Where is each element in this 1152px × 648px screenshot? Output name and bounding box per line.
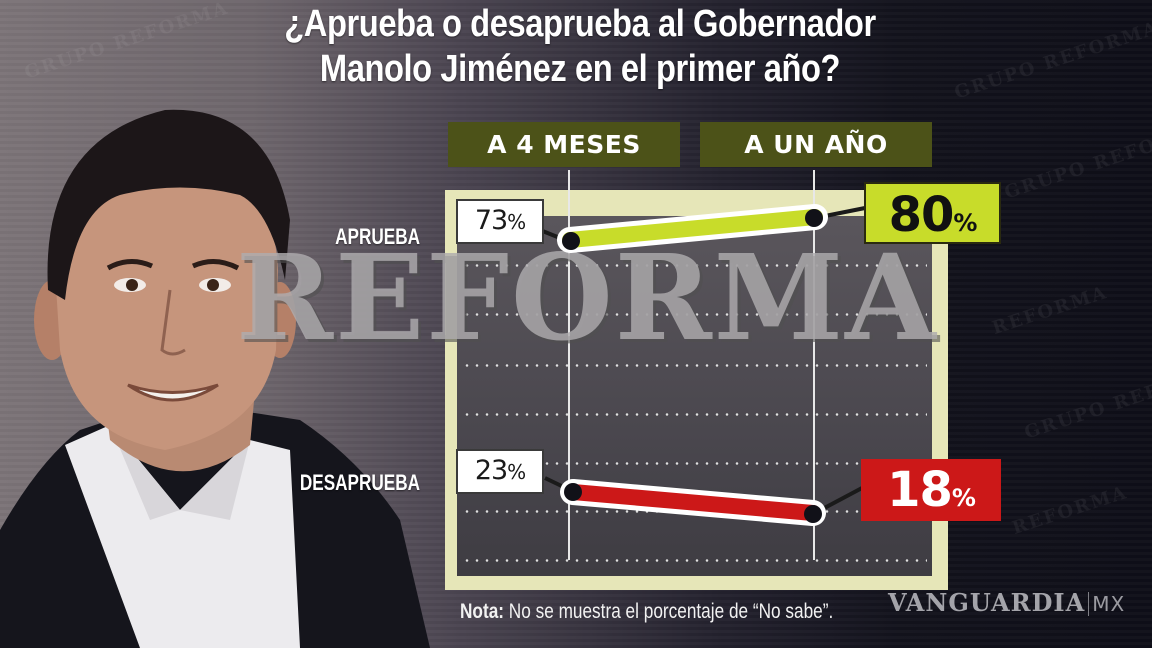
plot-area — [457, 216, 932, 576]
point-aprueba-start — [562, 232, 580, 250]
reforma-watermark: REFORMA — [236, 228, 938, 367]
title-line-2: Manolo Jiménez en el primer año? — [319, 48, 841, 90]
value-desaprueba-1-year: 18% — [861, 459, 1001, 521]
grid-line — [462, 413, 927, 416]
column-header-1-year: A UN AÑO — [700, 122, 932, 167]
footnote: Nota: No se muestra el porcentaje de “No… — [460, 600, 833, 624]
row-label-aprueba: APRUEBA — [335, 224, 420, 249]
grid-line — [462, 264, 927, 267]
grid-line — [462, 559, 927, 562]
grid-line — [462, 462, 927, 465]
vanguardia-watermark: VANGUARDIA MX — [888, 588, 1126, 617]
grid-line — [462, 313, 927, 316]
title-line-1: ¿Aprueba o desaprueba al Gobernador — [284, 3, 876, 45]
column-header-4-months: A 4 MESES — [448, 122, 680, 167]
chart-title: ¿Aprueba o desaprueba al Gobernador Mano… — [253, 2, 907, 92]
governor-portrait — [0, 109, 430, 648]
axis-line-4-months — [568, 170, 570, 560]
row-label-desaprueba: DESAPRUEBA — [299, 470, 420, 495]
value-desaprueba-4-months: 23% — [456, 449, 544, 494]
value-aprueba-1-year: 80% — [864, 182, 1001, 244]
point-desaprueba-end — [804, 505, 822, 523]
footnote-prefix: Nota: — [460, 600, 505, 623]
value-aprueba-4-months: 73% — [456, 199, 544, 244]
grid-line — [462, 364, 927, 367]
axis-line-1-year — [813, 170, 815, 560]
point-aprueba-end — [805, 209, 823, 227]
point-desaprueba-start — [564, 483, 582, 501]
footnote-text: No se muestra el porcentaje de “No sabe”… — [504, 600, 834, 623]
